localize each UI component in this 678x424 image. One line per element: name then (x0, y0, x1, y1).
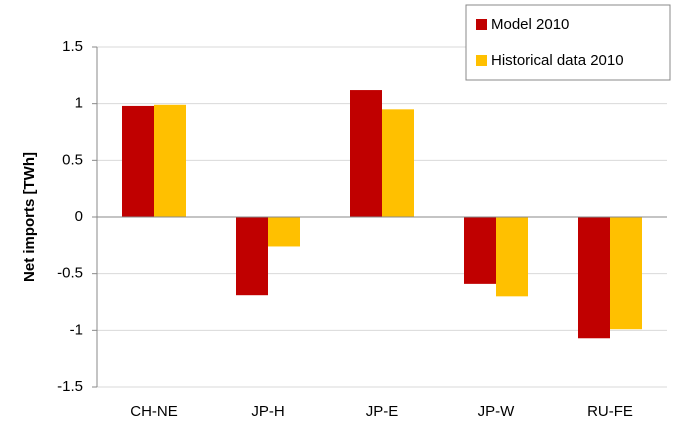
y-axis-label: Net imports [TWh] (21, 152, 38, 282)
bar (496, 217, 528, 297)
legend-label: Model 2010 (491, 16, 569, 33)
y-tick-label: -1 (70, 321, 83, 338)
bar (154, 104, 186, 217)
legend-box (465, 4, 671, 81)
x-tick-label: CH-NE (130, 403, 178, 420)
bar (578, 217, 610, 339)
legend-label: Historical data 2010 (491, 52, 624, 69)
y-tick-label: 0 (75, 208, 83, 225)
bar (464, 217, 496, 284)
y-tick-label: -1.5 (57, 378, 83, 395)
y-tick-label: 1.5 (62, 38, 83, 55)
x-tick-label: JP-E (366, 403, 399, 420)
x-tick-label: JP-W (478, 403, 516, 420)
y-tick-label: 0.5 (62, 151, 83, 168)
bar (236, 217, 268, 296)
y-tick-label: 1 (75, 95, 83, 112)
y-tick-label: -0.5 (57, 265, 83, 282)
bar (610, 217, 642, 330)
bar (122, 105, 154, 217)
bar (382, 109, 414, 217)
legend-swatch (476, 55, 487, 66)
legend-swatch (476, 19, 487, 30)
x-tick-label: RU-FE (587, 403, 633, 420)
bar (268, 217, 300, 247)
x-tick-label: JP-H (251, 403, 284, 420)
bar (350, 90, 382, 217)
